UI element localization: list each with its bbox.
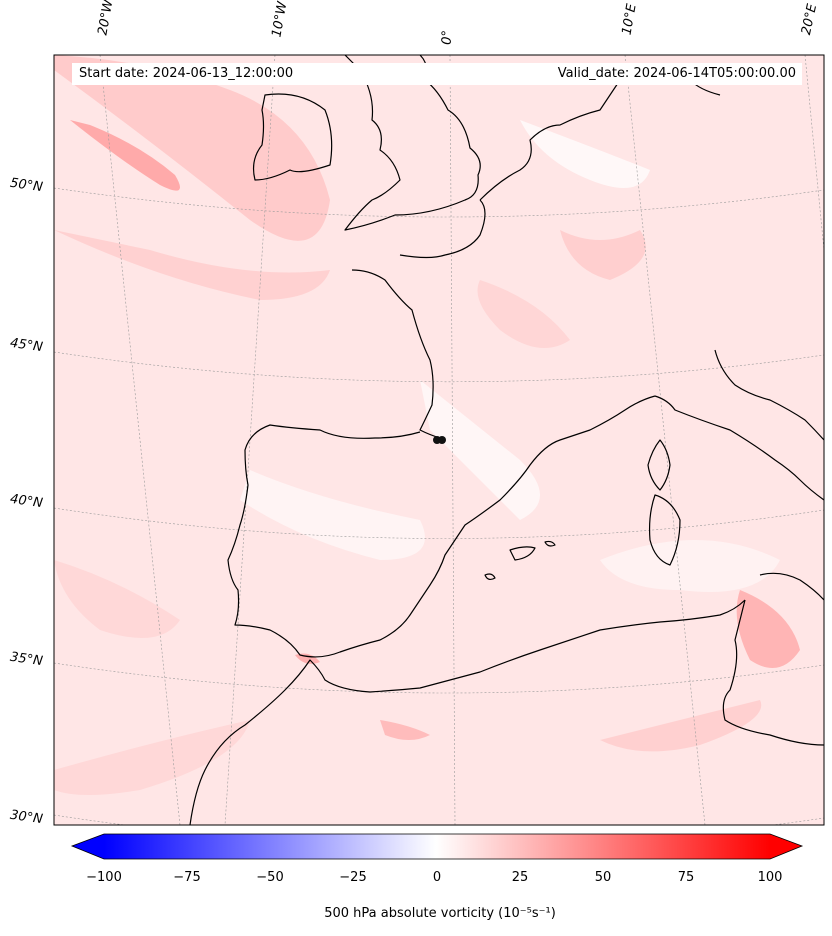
- colorbar-tick: −75: [173, 870, 201, 885]
- map-frame: [53, 54, 825, 826]
- colorbar-tick: 25: [511, 870, 529, 885]
- menorca-coast: [544, 540, 556, 547]
- ireland-coast: [252, 93, 333, 181]
- colorbar-tick: −100: [86, 870, 122, 885]
- colorbar-negative: [104, 834, 436, 859]
- adriatic-coast: [714, 349, 824, 441]
- sicily-coast: [759, 572, 824, 601]
- britain-coast: [344, 55, 481, 231]
- tunisia-coast: [722, 599, 824, 746]
- colorbar-tick: −25: [339, 870, 367, 885]
- colorbar-positive: [436, 834, 770, 859]
- valid-date-label: Valid_date: 2024-06-14T05:00:00.00: [557, 66, 796, 81]
- italy-coast: [654, 395, 824, 501]
- normandy-coast: [399, 199, 486, 259]
- iberia-coast: [227, 395, 656, 658]
- header-box: [72, 63, 802, 85]
- colorbar-tick: 50: [594, 870, 612, 885]
- colorbar-tick: 100: [757, 870, 783, 885]
- mallorca-coast: [509, 546, 536, 561]
- north-africa-coast: [189, 599, 746, 825]
- colorbar-tick: 0: [432, 870, 442, 885]
- corsica-coast: [647, 439, 671, 491]
- colorbar-tick: −50: [256, 870, 284, 885]
- colorbar-label: 500 hPa absolute vorticity (10⁻⁵s⁻¹): [324, 906, 556, 921]
- lon-label-0: 0°: [439, 29, 456, 46]
- france-atlantic-coast: [351, 269, 441, 439]
- sardinia-coast: [648, 494, 681, 566]
- coastlines: [189, 55, 824, 825]
- start-date-label: Start date: 2024-06-13_12:00:00: [79, 66, 294, 81]
- colorbar: [70, 833, 804, 860]
- location-marker: [433, 436, 446, 444]
- colorbar-max-arrow: [770, 834, 802, 859]
- ibiza-coast: [484, 573, 496, 581]
- colorbar-tick: 75: [677, 870, 695, 885]
- vorticity-field: [54, 55, 824, 825]
- colorbar-min-arrow: [72, 834, 104, 859]
